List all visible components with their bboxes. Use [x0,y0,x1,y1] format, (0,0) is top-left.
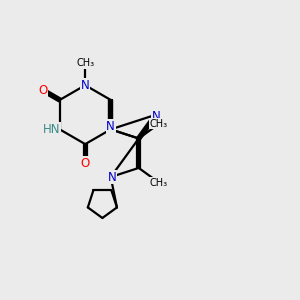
Text: N: N [108,170,117,184]
Text: N: N [81,79,90,92]
Text: CH₃: CH₃ [150,119,168,129]
Text: CH₃: CH₃ [150,178,168,188]
Text: O: O [81,157,90,170]
Text: N: N [106,120,115,133]
Text: HN: HN [43,123,60,136]
Text: N: N [152,110,161,123]
Text: CH₃: CH₃ [76,58,94,68]
Text: O: O [38,84,48,97]
